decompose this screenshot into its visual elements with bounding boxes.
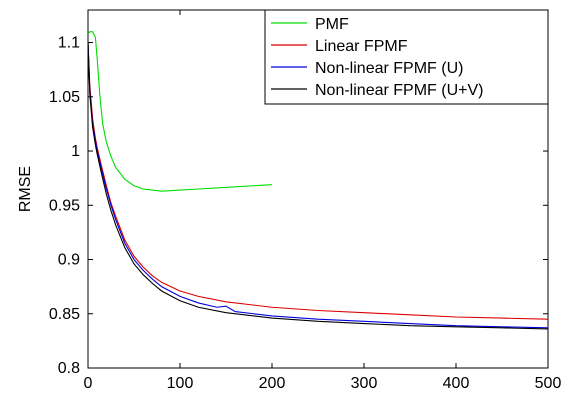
x-tick-label: 100	[167, 375, 194, 392]
legend-entry: Linear FPMF	[315, 38, 408, 55]
y-tick-label: 0.95	[49, 197, 80, 214]
y-tick-label: 0.8	[58, 360, 80, 377]
y-tick-label: 1	[71, 143, 80, 160]
legend-entry: Non-linear FPMF (U)	[315, 60, 463, 77]
y-tick-label: 0.9	[58, 252, 80, 269]
x-tick-label: 300	[351, 375, 378, 392]
legend: PMF Linear FPMF Non-linear FPMF (U) Non-lin…	[264, 9, 549, 105]
x-tick-label: 0	[84, 375, 93, 392]
x-tick-label: 200	[259, 375, 286, 392]
x-tick-label: 400	[443, 375, 470, 392]
y-tick-label: 1.1	[58, 35, 80, 52]
y-axis-label: RMSE	[17, 166, 34, 212]
x-tick-label: 500	[535, 375, 562, 392]
series-line-1	[87, 31, 273, 192]
legend-box	[264, 9, 549, 105]
y-axis: 0.8 0.85 0.9 0.95 1 1.05 1.1	[49, 35, 548, 377]
legend-entry: Non-linear FPMF (U+V)	[315, 82, 483, 99]
y-tick-label: 0.85	[49, 306, 80, 323]
legend-entry: PMF	[315, 16, 349, 33]
series-line-3	[87, 42, 549, 329]
series-layer	[87, 31, 549, 330]
y-tick-label: 1.05	[49, 89, 80, 106]
series-line-4	[87, 42, 549, 330]
